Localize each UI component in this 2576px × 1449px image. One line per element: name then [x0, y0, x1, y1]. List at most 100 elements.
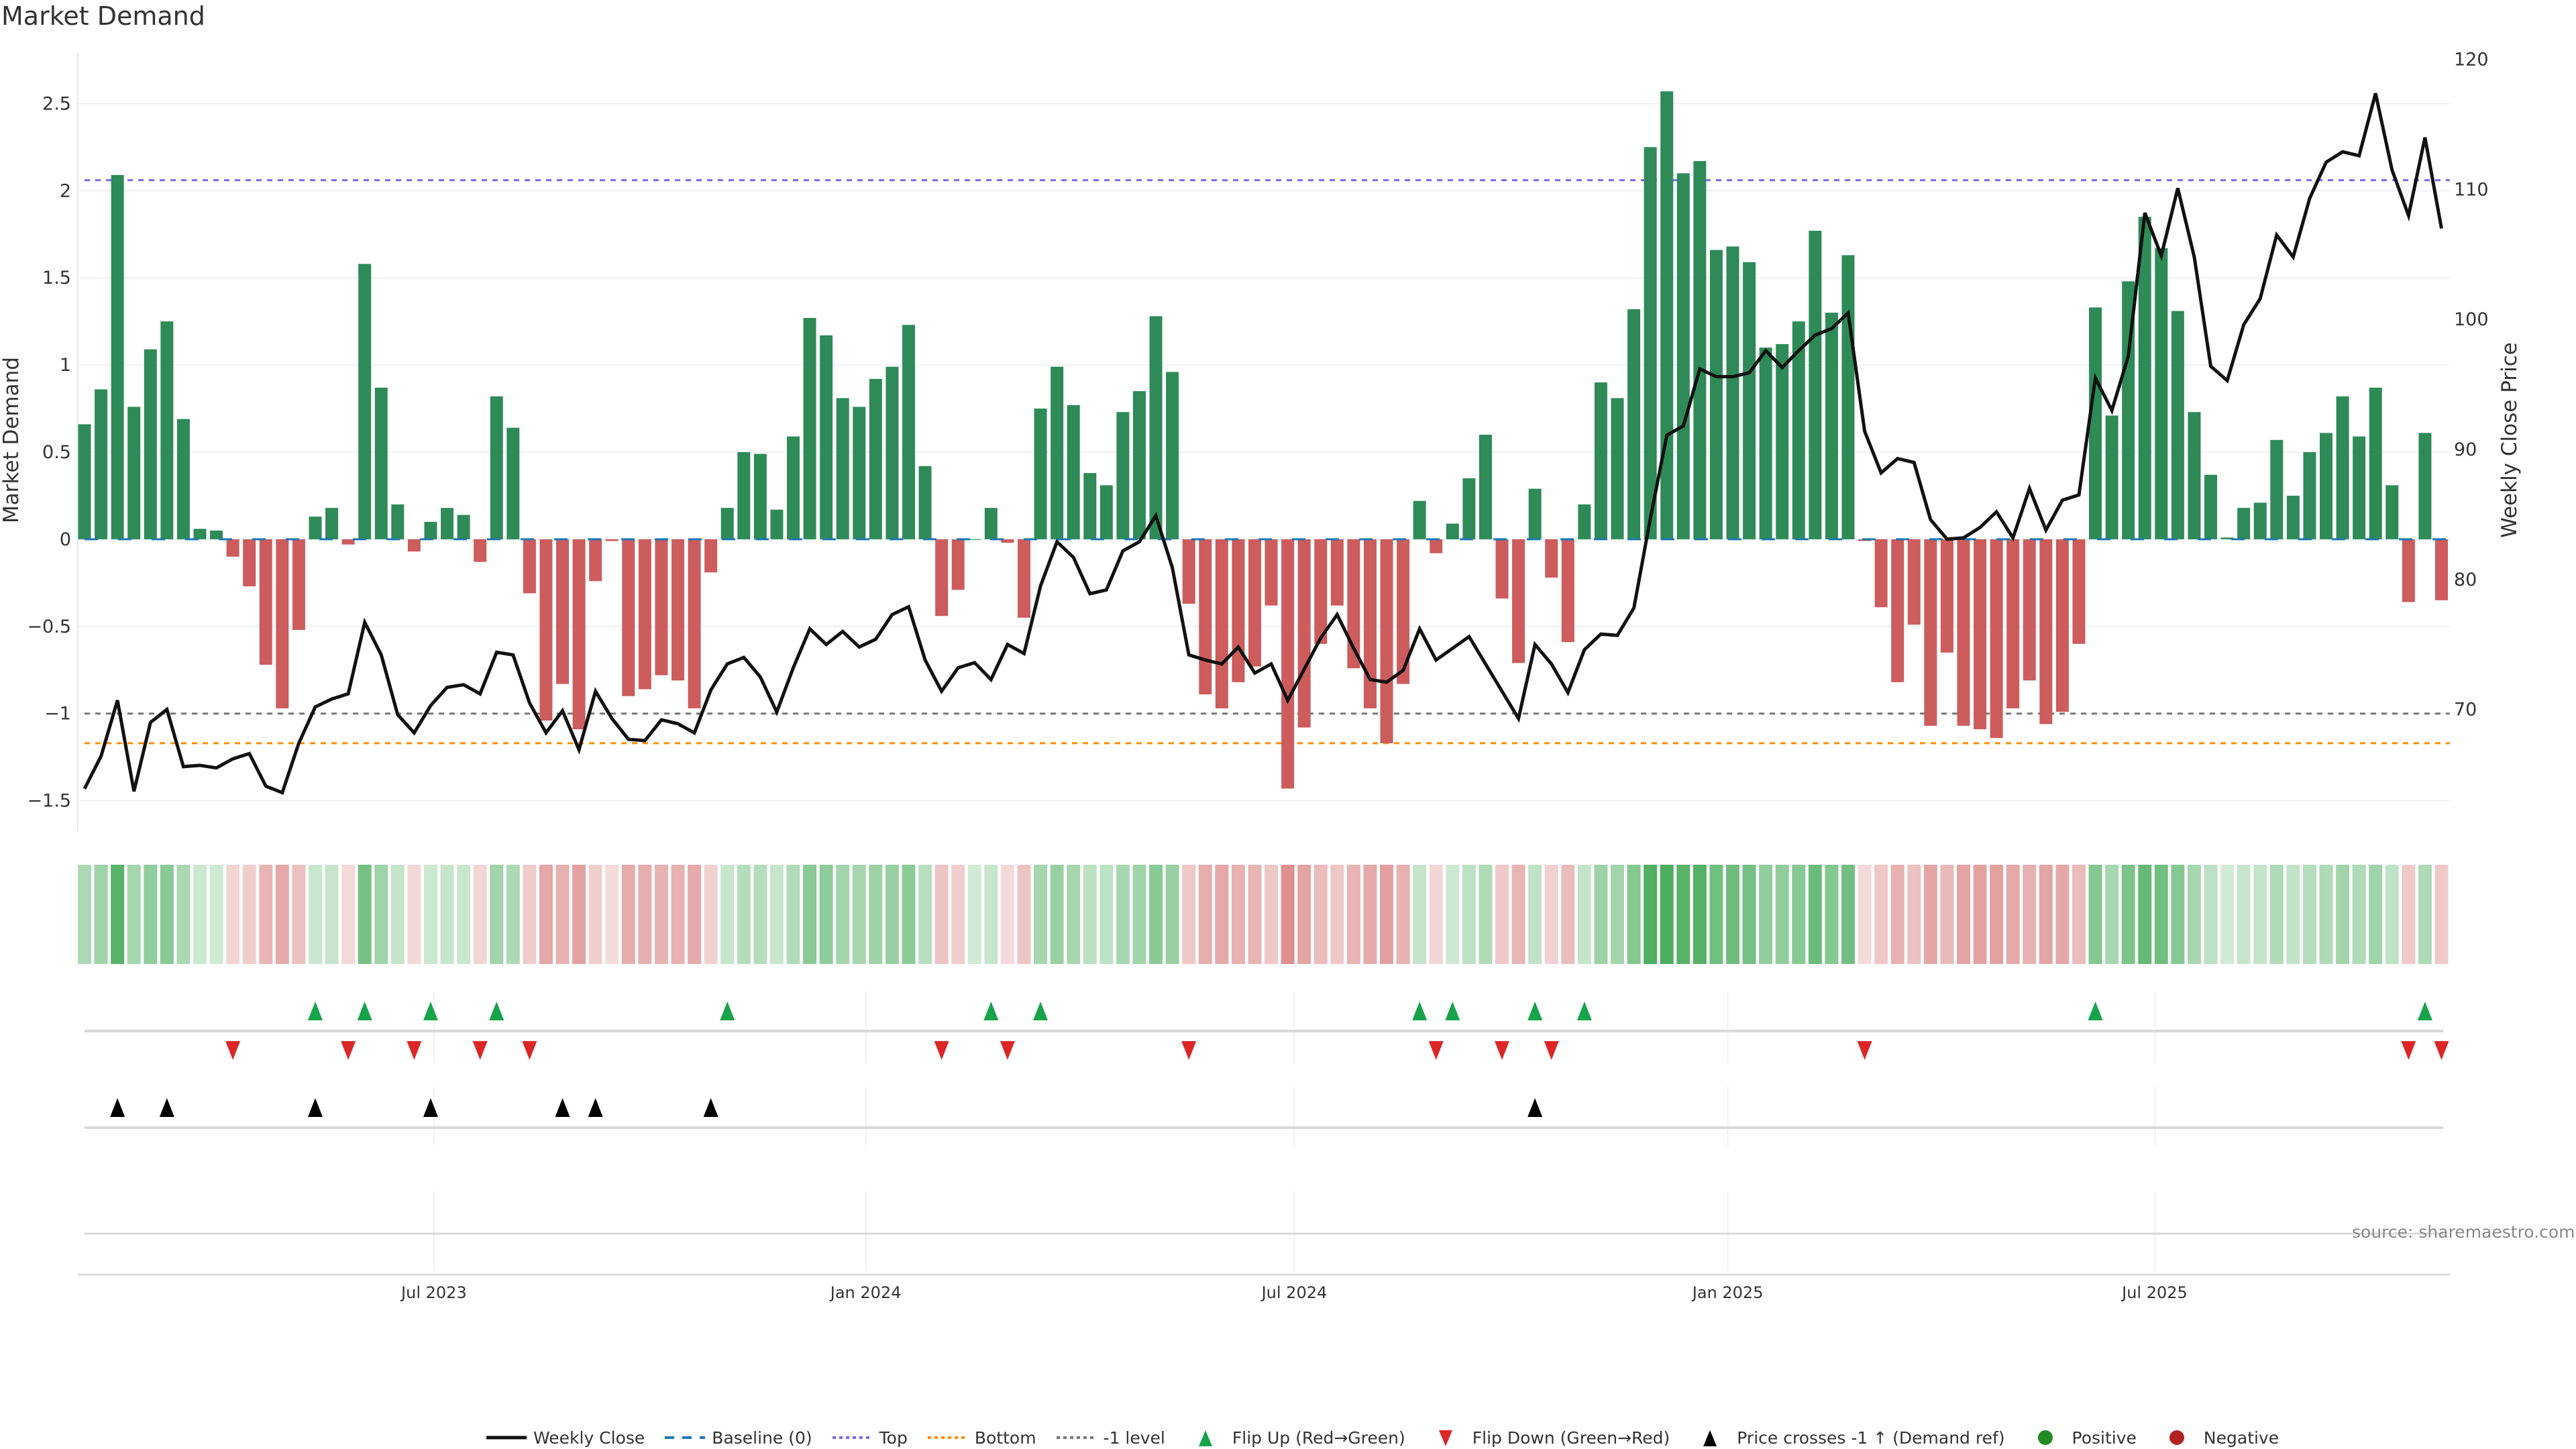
heatmap-cell — [852, 865, 866, 964]
demand-bar-positive — [160, 321, 174, 539]
demand-bar-positive — [2320, 433, 2333, 539]
heatmap-cell — [1462, 865, 1476, 964]
y2-tick-label: 110 — [2454, 179, 2489, 200]
y-tick-label: 0 — [60, 529, 71, 550]
heatmap-cell — [1561, 865, 1575, 964]
flip-down-marker — [2434, 1041, 2449, 1060]
y-tick-label: 2.5 — [42, 93, 71, 114]
heatmap-cell — [2434, 865, 2449, 964]
heatmap-cell — [1429, 865, 1443, 964]
demand-bar-positive — [787, 436, 800, 539]
demand-bar-positive — [803, 317, 816, 539]
demand-bar-negative — [1347, 539, 1360, 669]
demand-bar-positive — [2171, 311, 2184, 539]
demand-bar-negative — [672, 539, 685, 681]
demand-bar-positive — [1578, 504, 1591, 539]
demand-bar-positive — [127, 407, 141, 539]
demand-bar-positive — [1166, 372, 1179, 539]
flip-up-marker — [1576, 1002, 1592, 1020]
heatmap-cell — [1693, 865, 1707, 964]
demand-bar-positive — [2237, 508, 2251, 539]
heatmap-cell — [1132, 865, 1146, 964]
flip-up-marker — [1527, 1002, 1543, 1020]
heatmap-cell — [78, 865, 91, 964]
heatmap-cell — [1182, 865, 1196, 964]
legend-item: Top — [832, 1428, 908, 1448]
demand-bar-positive — [2336, 396, 2349, 539]
flip-down-marker — [1428, 1041, 1444, 1060]
heatmap-cell — [144, 865, 158, 964]
demand-bar-positive — [193, 529, 207, 539]
legend-label: Bottom — [974, 1428, 1036, 1448]
demand-bar-positive — [144, 349, 157, 539]
heatmap-cell — [1297, 865, 1311, 964]
demand-bar-negative — [655, 539, 668, 676]
price-cross-marker — [110, 1098, 125, 1117]
heatmap-cell — [1611, 865, 1625, 964]
demand-bar-negative — [622, 539, 635, 696]
heatmap-cell — [2138, 865, 2152, 964]
demand-bar-positive — [2204, 474, 2218, 539]
triangle-down-icon — [1438, 1430, 1452, 1446]
heatmap-cell — [1577, 865, 1591, 964]
dotted-line-swatch-icon — [927, 1436, 968, 1439]
demand-bar-positive — [1743, 262, 1756, 539]
heatmap-cell — [523, 865, 537, 964]
heatmap-cell — [1709, 865, 1723, 964]
heatmap-cell — [621, 865, 635, 964]
heatmap-cell — [1956, 865, 1970, 964]
y-tick-label: 1.5 — [42, 268, 71, 288]
heatmap-cell — [2220, 865, 2235, 964]
chart-title: Market Demand — [1, 1, 205, 31]
x-tick-label: Jan 2024 — [829, 1283, 902, 1302]
demand-bar-positive — [2089, 307, 2102, 539]
line-swatch-icon — [486, 1436, 527, 1440]
heatmap-cell — [902, 865, 916, 964]
demand-bar-positive — [111, 174, 124, 539]
heatmap-cell — [259, 865, 273, 964]
heatmap-cell — [1050, 865, 1064, 964]
heatmap-cell — [572, 865, 586, 964]
heatmap-cell — [1594, 865, 1608, 964]
heatmap-cell — [1017, 865, 1031, 964]
heatmap-cell — [1808, 865, 1822, 964]
demand-bar-positive — [176, 419, 190, 539]
heatmap-cell — [2352, 865, 2366, 964]
demand-bar-positive — [902, 325, 915, 539]
heatmap-cell — [1116, 865, 1130, 964]
demand-bar-positive — [2303, 451, 2316, 539]
flip-up-marker — [1412, 1002, 1428, 1020]
heatmap-cell — [2072, 865, 2086, 964]
demand-bar-negative — [276, 539, 289, 708]
heatmap-cell — [2302, 865, 2316, 964]
heatmap-cell — [1742, 865, 1756, 964]
heatmap-cell — [1495, 865, 1509, 964]
heatmap-cell — [836, 865, 850, 964]
demand-bar-positive — [1099, 485, 1113, 539]
flip-up-marker — [357, 1002, 372, 1020]
heatmap-cell — [1644, 865, 1658, 964]
heatmap-cell — [918, 865, 932, 964]
flip-down-marker — [1857, 1041, 1872, 1060]
heatmap-cell — [1215, 865, 1229, 964]
demand-bar-positive — [820, 335, 833, 539]
heatmap-cell — [1099, 865, 1114, 964]
demand-bar-positive — [2418, 433, 2432, 539]
demand-bar-positive — [1660, 91, 1674, 539]
flip-down-marker — [472, 1041, 488, 1060]
flip-up-marker — [1033, 1002, 1049, 1020]
demand-bar-negative — [935, 539, 949, 616]
heatmap-cell — [308, 865, 322, 964]
heatmap-cell — [275, 865, 289, 964]
heatmap-cell — [555, 865, 570, 964]
circle-icon — [2037, 1430, 2053, 1445]
flip-down-marker — [522, 1041, 537, 1060]
demand-bar-negative — [474, 539, 487, 562]
heatmap-cell — [127, 865, 141, 964]
demand-bar-positive — [1809, 231, 1822, 539]
legend-item: Flip Up (Red→Green) — [1185, 1428, 1405, 1448]
legend-label: Price crosses -1 ↑ (Demand ref) — [1737, 1428, 2005, 1448]
heatmap-cell — [209, 865, 223, 964]
flip-down-marker — [1000, 1041, 1015, 1060]
